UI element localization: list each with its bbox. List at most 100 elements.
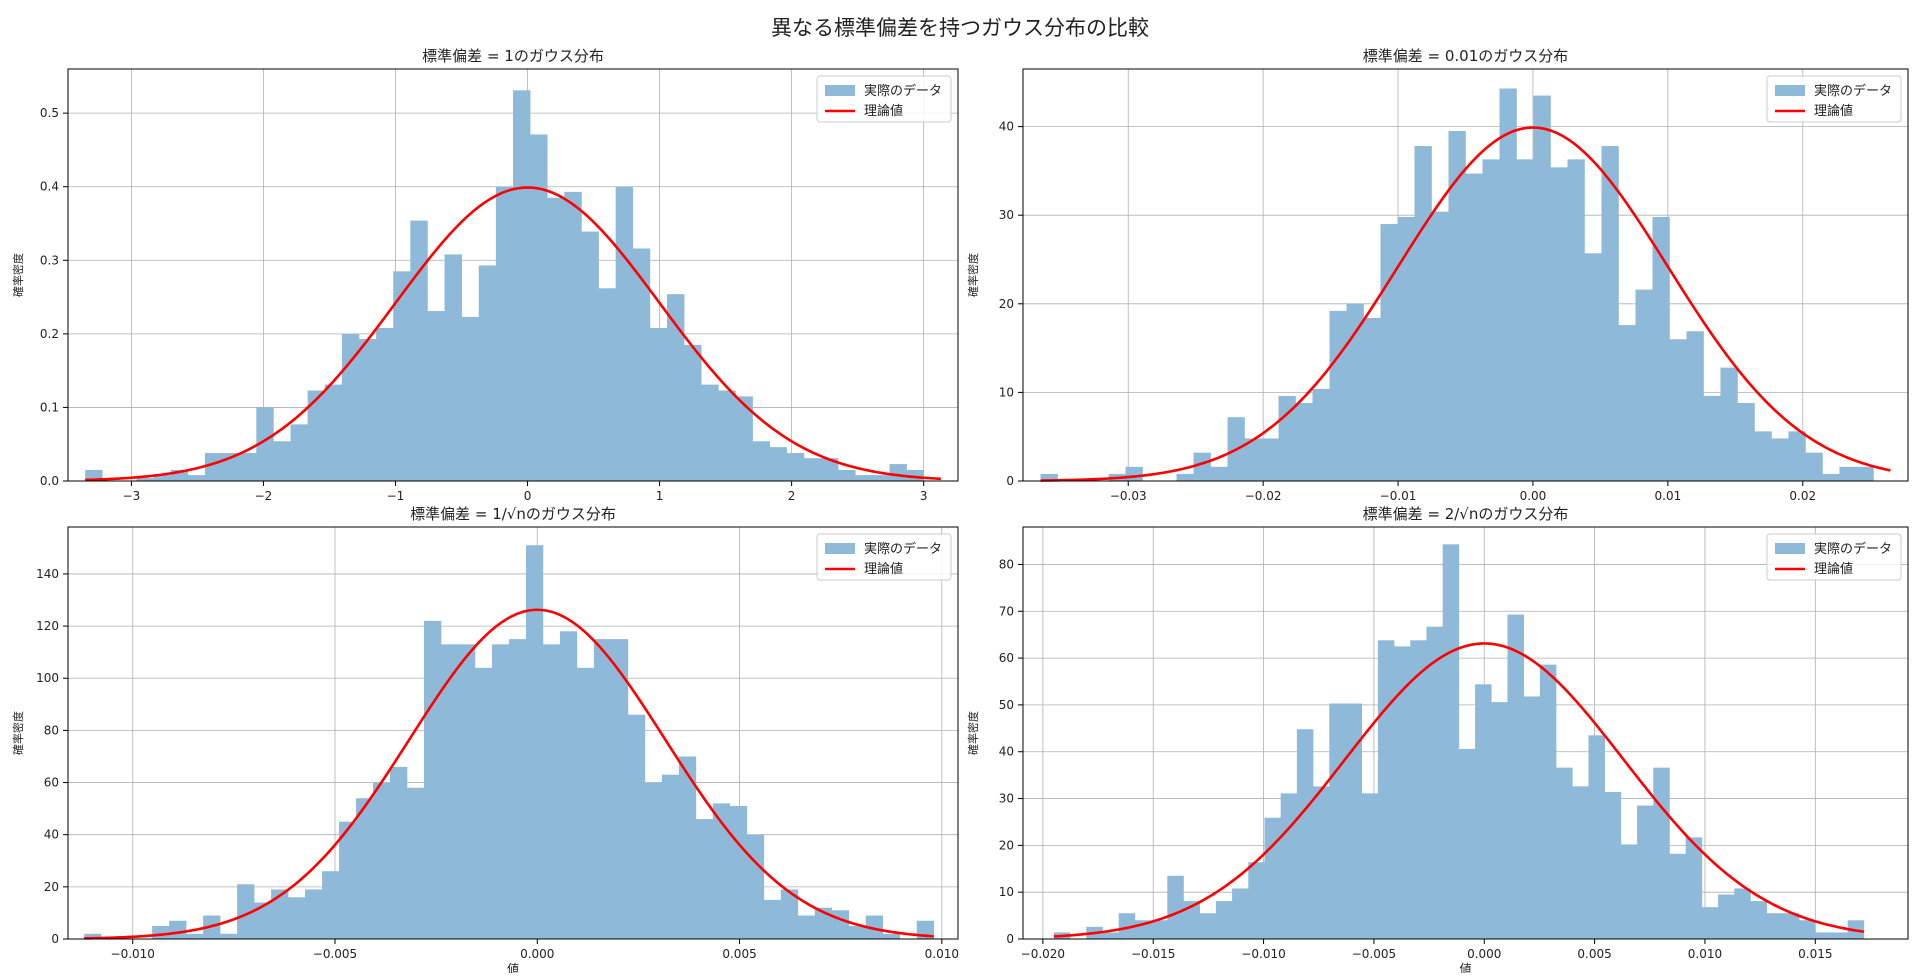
y-tick-label: 70 — [999, 604, 1014, 618]
x-tick-label: −3 — [123, 489, 141, 503]
histogram-bar — [457, 644, 476, 939]
histogram-bar — [1499, 88, 1517, 482]
histogram-bar — [803, 458, 822, 481]
histogram-bar — [1397, 216, 1415, 482]
histogram-bar — [1426, 626, 1443, 939]
histogram-bar — [763, 899, 782, 939]
histogram-bar — [525, 545, 544, 939]
x-tick-label: 0 — [524, 489, 532, 503]
histogram-bar — [1313, 786, 1330, 939]
histogram-bar — [220, 933, 238, 939]
histogram-bar — [444, 254, 462, 481]
histogram-bar — [1771, 438, 1789, 481]
histogram-bar — [254, 902, 272, 939]
histogram-bar — [1442, 544, 1460, 939]
histogram-bar — [576, 667, 595, 939]
histogram-bar — [393, 271, 411, 481]
x-tick-label: 0.02 — [1789, 489, 1816, 503]
histogram-bar — [632, 248, 651, 481]
histogram-bar — [1363, 317, 1381, 481]
histogram-bar — [564, 191, 582, 481]
histogram-bar — [1805, 452, 1823, 481]
histogram-bar — [186, 933, 204, 939]
y-axis-label: 確率密度 — [11, 711, 25, 755]
histogram-bar — [358, 339, 377, 481]
subplot-title: 標準偏差 = 2/√nのガウス分布 — [1363, 505, 1569, 523]
x-tick-label: −0.005 — [313, 947, 357, 961]
histogram-bar — [1686, 331, 1704, 481]
theory-curve — [85, 186, 941, 482]
histogram-bar — [1465, 173, 1483, 481]
histogram-bar — [1040, 473, 1058, 481]
histogram-bar — [889, 464, 907, 481]
y-tick-label: 120 — [36, 619, 59, 633]
histogram-bar — [718, 390, 736, 481]
histogram-bar — [1394, 646, 1411, 939]
histogram-bar — [729, 806, 748, 939]
histogram-bar — [1718, 894, 1735, 939]
histogram-bar — [356, 798, 374, 939]
histogram-bar — [1815, 932, 1832, 939]
x-tick-label: 1 — [656, 489, 664, 503]
histogram-bar — [1414, 146, 1432, 482]
histogram-bar — [752, 441, 771, 481]
histogram-bar — [1685, 837, 1703, 939]
histogram-bar — [1167, 875, 1184, 939]
histogram-bar — [1737, 403, 1755, 481]
histogram-bar — [341, 333, 360, 481]
histogram-bar — [1556, 767, 1573, 939]
subplot-1: −3 −2 −1 0 1 2 3 0.0 0.1 0.2 0.3 0.4 0.5 標準偏差 = 1のガウス… — [11, 47, 959, 503]
x-tick-label: 0.000 — [520, 947, 554, 961]
y-axis-label: 確率密度 — [11, 253, 25, 297]
legend-label-theory: 理論値 — [864, 103, 903, 119]
x-axis-label: 値 — [1459, 961, 1471, 973]
y-tick-label: 20 — [44, 880, 59, 894]
histogram-bar — [513, 90, 531, 481]
subplot-title: 標準偏差 = 0.01のガウス分布 — [1363, 47, 1569, 65]
y-tick-label: 80 — [44, 723, 59, 737]
x-tick-label: −1 — [387, 489, 405, 503]
y-tick-label: 20 — [999, 297, 1014, 311]
histogram-bar — [1345, 703, 1362, 939]
histogram-bar — [644, 782, 663, 939]
x-tick-label: 0.00 — [1520, 489, 1547, 503]
histogram-bar — [615, 186, 634, 481]
histogram-bar — [786, 453, 805, 481]
theory-curve — [1040, 126, 1891, 482]
x-tick-label: 0.000 — [1467, 947, 1501, 961]
histogram-bar — [1653, 767, 1670, 939]
histogram-bar — [1799, 920, 1816, 939]
legend-swatch-hist — [825, 543, 855, 554]
histogram-bar — [307, 390, 326, 481]
histogram-bar — [814, 907, 833, 939]
x-tick-label: 0.005 — [722, 947, 756, 961]
y-tick-label: 0.3 — [40, 253, 59, 267]
histogram-bar — [797, 915, 816, 939]
x-tick-label: 0.015 — [1798, 947, 1832, 961]
x-tick-label: −0.02 — [1245, 489, 1282, 503]
histogram-bar — [1431, 211, 1449, 481]
histogram-bar — [1567, 159, 1585, 481]
histogram-bar — [1839, 466, 1857, 481]
legend-swatch-hist — [825, 85, 855, 96]
histogram-bar — [1125, 466, 1143, 481]
histogram-bar — [373, 782, 391, 939]
y-tick-label: 10 — [999, 385, 1014, 399]
histogram-bar — [288, 897, 306, 939]
histogram-bar — [478, 265, 497, 481]
histogram-bar — [1491, 702, 1508, 939]
histogram-bar — [769, 447, 788, 481]
histogram-bar — [1296, 729, 1314, 939]
histogram-bar — [1118, 913, 1136, 939]
histogram-bar — [84, 933, 102, 939]
histogram-bar — [322, 871, 340, 939]
x-tick-label: −0.005 — [1352, 947, 1396, 961]
x-tick-label: 0.010 — [1688, 947, 1722, 961]
subplot-title: 標準偏差 = 1/√nのガウス分布 — [410, 505, 616, 523]
histogram-bar — [170, 469, 189, 481]
x-tick-label: 0.005 — [1577, 947, 1611, 961]
histogram-bar — [581, 231, 599, 481]
x-tick-label: −0.01 — [1380, 489, 1417, 503]
